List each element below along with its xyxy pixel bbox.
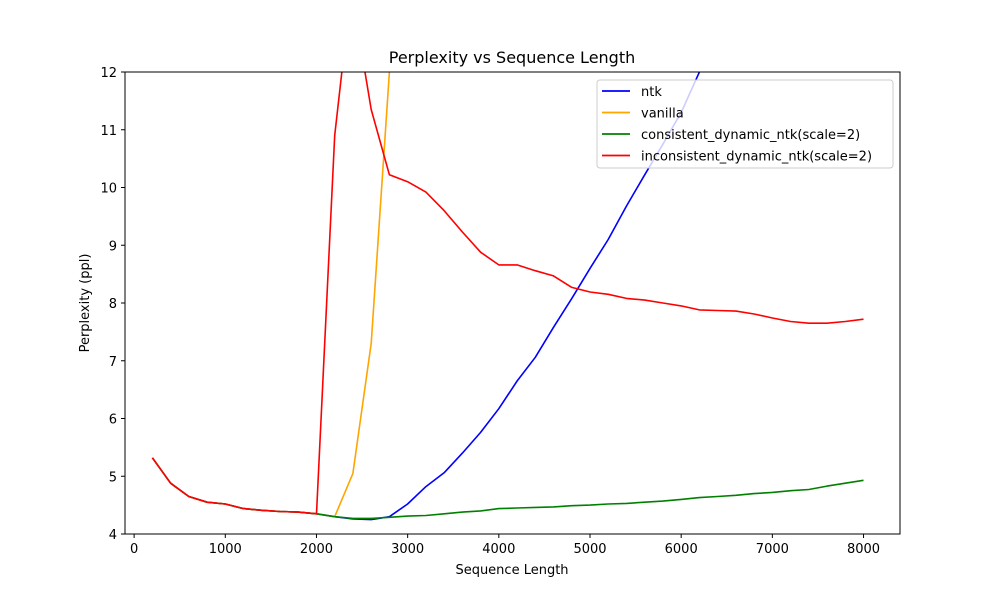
y-tick-label: 5 <box>109 470 117 485</box>
chart-title: Perplexity vs Sequence Length <box>389 48 636 67</box>
x-tick-label: 8000 <box>847 542 880 557</box>
x-tick-label: 0 <box>130 542 138 557</box>
x-axis-label: Sequence Length <box>455 563 568 578</box>
y-tick-label: 4 <box>109 528 117 543</box>
y-tick-label: 6 <box>109 413 117 428</box>
y-tick-label: 12 <box>100 66 117 81</box>
legend: ntk vanilla consistent_dynamic_ntk(scale=2… <box>596 79 894 169</box>
y-tick-label: 9 <box>109 239 117 254</box>
x-tick-label: 7000 <box>756 542 789 557</box>
series-line-3 <box>151 72 864 515</box>
series-line-1 <box>151 72 391 518</box>
series-layer <box>151 72 864 521</box>
y-tick-label: 8 <box>109 297 117 312</box>
x-tick-label: 6000 <box>665 542 698 557</box>
x-tick-label: 1000 <box>209 542 242 557</box>
x-tick-label: 4000 <box>482 542 515 557</box>
y-tick-label: 7 <box>109 355 117 370</box>
x-tick-label: 2000 <box>300 542 333 557</box>
x-tick-label: 3000 <box>391 542 424 557</box>
legend-label-3: inconsistent_dynamic_ntk(scale=2) <box>641 150 872 165</box>
y-tick-label: 10 <box>100 182 117 197</box>
legend-label-1: vanilla <box>641 107 684 122</box>
y-axis-label: Perplexity (ppl) <box>78 254 93 353</box>
legend-box <box>596 79 894 169</box>
legend-label-0: ntk <box>641 85 662 100</box>
legend-label-2: consistent_dynamic_ntk(scale=2) <box>641 128 860 143</box>
x-axis: 0 1000 2000 3000 4000 5000 6000 7000 8000 <box>130 534 880 557</box>
y-axis: 4 5 6 7 8 9 10 11 12 <box>100 66 125 543</box>
y-tick-label: 11 <box>100 124 117 139</box>
x-tick-label: 5000 <box>573 542 606 557</box>
